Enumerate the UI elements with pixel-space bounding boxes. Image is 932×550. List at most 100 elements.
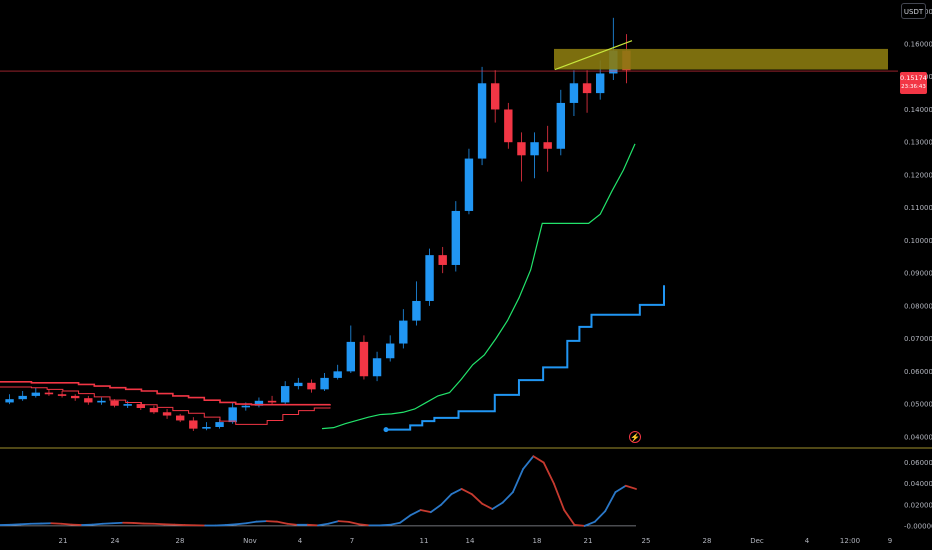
trail-start-dot xyxy=(383,427,389,433)
candle-body xyxy=(228,407,237,423)
candle xyxy=(149,405,159,414)
oscillator-segment xyxy=(399,514,412,524)
price-tick-label: 0.13000 xyxy=(904,139,932,147)
oscillator-pane[interactable] xyxy=(0,455,637,527)
candle-body xyxy=(70,395,80,399)
candle-body xyxy=(372,358,382,377)
time-tick-label: 12:00 xyxy=(840,537,860,545)
oscillator-segment xyxy=(450,488,463,496)
candle xyxy=(97,397,106,405)
time-tick-label: 14 xyxy=(466,537,475,545)
candle-body xyxy=(123,404,132,406)
candle-body xyxy=(189,420,198,429)
time-tick-label: 28 xyxy=(176,537,185,545)
osc-tick-label: 0.06000 xyxy=(904,459,932,467)
oscillator-segment xyxy=(235,522,248,526)
candle xyxy=(333,364,342,380)
candle xyxy=(70,394,80,401)
oscillator-segment xyxy=(429,503,442,514)
candle-body xyxy=(97,400,106,403)
candle xyxy=(136,402,146,410)
price-tick-label: 0.11000 xyxy=(904,204,932,212)
price-pane[interactable] xyxy=(0,17,898,433)
oscillator-segment xyxy=(388,521,401,526)
candle-body xyxy=(333,371,342,378)
oscillator-segment xyxy=(470,493,484,505)
candle-body xyxy=(110,400,119,406)
candle xyxy=(569,70,579,117)
candle-body xyxy=(569,83,579,103)
candle xyxy=(451,201,461,272)
candle-body xyxy=(399,320,408,344)
last-price-value: 0.15174 xyxy=(900,74,927,82)
price-tick-label: 0.10000 xyxy=(904,237,932,245)
oscillator-segment xyxy=(512,467,525,494)
candle xyxy=(228,402,237,424)
time-axis[interactable]: 21 24 28 Nov 4 7 11 14 18 21 25 28 Dec 4 12:00 9 xyxy=(59,537,893,545)
time-tick-label: 21 xyxy=(584,537,593,545)
time-tick-label: 4 xyxy=(805,537,810,545)
candle xyxy=(412,281,421,326)
time-tick-label: 7 xyxy=(350,537,354,545)
oscillator-segment xyxy=(111,521,124,525)
time-tick-label: Dec xyxy=(750,537,764,545)
supply-zone xyxy=(554,48,888,70)
blue-trailing-line xyxy=(386,285,665,431)
candle-body xyxy=(44,392,54,395)
candle xyxy=(31,387,41,398)
green-trailing-line xyxy=(321,143,636,430)
candle-body xyxy=(543,142,552,149)
candle xyxy=(320,372,329,391)
candle-body xyxy=(280,386,290,403)
candle xyxy=(307,379,316,393)
oscillator-segment xyxy=(614,484,627,494)
oscillator-segment xyxy=(50,522,63,525)
oscillator-segment xyxy=(255,520,268,523)
candle-body xyxy=(517,142,526,156)
candle xyxy=(477,66,487,166)
candle-body xyxy=(202,426,211,429)
candle-body xyxy=(267,400,277,403)
oscillator-segment xyxy=(19,522,32,526)
candle-body xyxy=(385,343,395,359)
price-tick-label: 0.08000 xyxy=(904,302,932,310)
time-tick-label: 4 xyxy=(298,537,303,545)
oscillator-segment xyxy=(60,522,73,526)
candle xyxy=(346,325,356,373)
time-tick-label: 25 xyxy=(642,537,651,545)
candle xyxy=(372,351,382,382)
bar-countdown: 23:36:43 xyxy=(901,84,926,90)
currency-button[interactable]: USDT xyxy=(901,3,926,19)
osc-tick-label: 0.02000 xyxy=(904,501,932,509)
oscillator-segment xyxy=(440,493,453,506)
candle-body xyxy=(582,83,592,94)
candle-body xyxy=(464,158,474,211)
oscillator-segment xyxy=(317,522,330,527)
oscillator-segment xyxy=(522,455,535,470)
candle xyxy=(464,148,474,215)
time-tick-label: 9 xyxy=(888,537,892,545)
price-tick-label: 0.09000 xyxy=(904,270,932,278)
candle-body xyxy=(136,404,146,409)
candle xyxy=(18,390,27,401)
lightning-icon[interactable]: ⚡ xyxy=(629,431,641,443)
candle-body xyxy=(175,415,185,421)
candle-body xyxy=(490,83,500,110)
candle xyxy=(5,394,14,405)
price-tick-label: 0.06000 xyxy=(904,368,932,376)
candle-body xyxy=(307,382,316,390)
oscillator-segment xyxy=(347,520,360,526)
oscillator-segment xyxy=(306,523,319,527)
candle xyxy=(175,413,185,423)
candle xyxy=(582,70,592,113)
candle xyxy=(385,335,395,362)
candle xyxy=(490,70,500,123)
candle xyxy=(202,422,211,431)
oscillator-segment xyxy=(491,501,504,510)
candle-body xyxy=(438,255,447,265)
trendline xyxy=(554,40,633,71)
candle-body xyxy=(18,395,27,400)
candle xyxy=(543,125,552,172)
